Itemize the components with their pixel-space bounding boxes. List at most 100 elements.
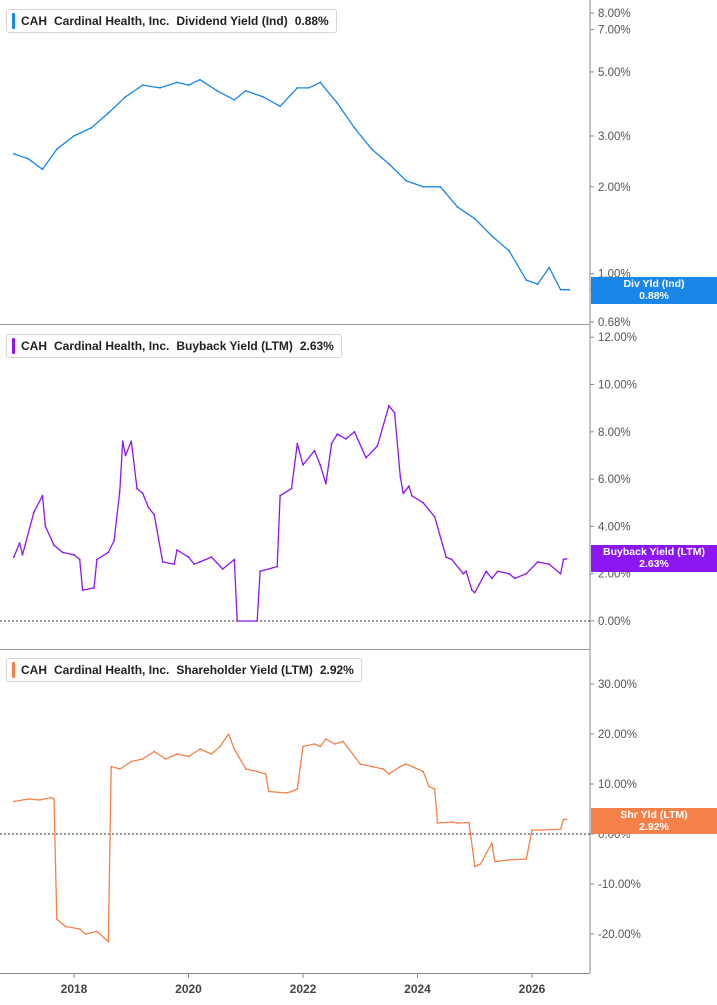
data-point: [290, 487, 293, 490]
data-point: [493, 860, 496, 863]
data-point: [325, 482, 327, 485]
data-point: [13, 153, 15, 155]
data-point: [221, 568, 224, 570]
y-tick-label: 3.00%: [598, 131, 631, 143]
tag-value: 2.63%: [639, 558, 669, 570]
data-point: [336, 102, 339, 104]
data-point: [399, 475, 402, 478]
tag-value: 0.88%: [639, 290, 669, 302]
data-point: [141, 84, 144, 86]
data-point: [531, 829, 533, 831]
tag-metric-label: Shr Yld (LTM): [620, 809, 688, 821]
data-point: [187, 556, 190, 558]
data-point: [96, 558, 98, 561]
data-point: [456, 822, 459, 824]
data-point: [227, 733, 230, 735]
data-point: [302, 745, 304, 748]
data-point: [121, 440, 124, 443]
data-point: [402, 492, 405, 495]
data-point: [176, 753, 178, 755]
data-point: [264, 773, 267, 775]
data-point: [559, 288, 562, 291]
data-point: [164, 758, 167, 760]
data-point: [173, 563, 176, 566]
data-point: [110, 765, 113, 768]
legend-shareholder-yield[interactable]: CAH Cardinal Health, Inc. Shareholder Yi…: [6, 658, 362, 682]
data-point: [64, 925, 67, 928]
legend-buyback-yield[interactable]: CAH Cardinal Health, Inc. Buyback Yield …: [6, 334, 342, 358]
data-point: [562, 818, 565, 821]
y-tick-label: 7.00%: [598, 25, 631, 37]
data-point: [376, 445, 379, 447]
data-point: [325, 738, 327, 740]
y-tick-label: 6.00%: [598, 474, 631, 486]
data-point: [462, 572, 465, 575]
tag-metric-label: Div Yld (Ind): [623, 278, 685, 290]
data-point: [491, 842, 493, 844]
series-line: [13, 405, 567, 622]
x-tick-label: 2022: [290, 982, 317, 996]
data-point: [296, 788, 299, 790]
data-point: [113, 539, 115, 542]
data-point: [473, 865, 476, 868]
data-point: [93, 587, 95, 589]
series-color-swatch: [12, 338, 15, 354]
y-tick-label: 4.00%: [598, 521, 631, 533]
data-point: [319, 81, 322, 84]
data-point: [27, 798, 30, 800]
data-point: [436, 822, 439, 824]
x-tick-label: 2020: [175, 982, 202, 996]
data-point: [405, 179, 407, 182]
current-value-tag-shareholder: Shr Yld (LTM) 2.92%: [591, 808, 717, 834]
data-point: [422, 501, 425, 504]
data-point: [342, 740, 344, 743]
series-line: [13, 79, 570, 291]
data-point: [465, 570, 468, 573]
data-point: [388, 773, 390, 775]
legend-metric: Shareholder Yield (LTM): [176, 663, 313, 677]
data-point: [365, 456, 367, 459]
data-point: [353, 430, 356, 433]
data-point: [370, 765, 373, 768]
data-point: [216, 89, 219, 92]
data-point: [450, 558, 453, 561]
data-point: [267, 790, 270, 793]
data-point: [353, 127, 356, 129]
data-point: [210, 753, 213, 755]
legend-value: 0.88%: [294, 14, 329, 28]
data-point: [81, 589, 84, 592]
y-tick-label: 5.00%: [598, 67, 631, 79]
legend-value: 2.92%: [319, 663, 354, 677]
y-tick-label: -10.00%: [598, 879, 641, 891]
data-point: [302, 464, 304, 466]
data-point: [491, 577, 493, 580]
data-point: [107, 940, 110, 943]
data-point: [130, 760, 133, 763]
data-point: [13, 556, 15, 558]
data-point: [199, 748, 201, 750]
data-point: [244, 89, 247, 92]
data-point: [559, 572, 562, 575]
data-point: [359, 763, 362, 765]
data-point: [41, 494, 44, 497]
data-point: [422, 770, 425, 773]
data-point: [53, 798, 55, 800]
data-point: [107, 112, 110, 114]
legend-dividend-yield[interactable]: CAH Cardinal Health, Inc. Dividend Yield…: [6, 9, 337, 33]
legend-value: 2.63%: [299, 339, 334, 353]
data-point: [78, 558, 81, 561]
data-point: [130, 440, 133, 443]
data-point: [473, 217, 476, 220]
data-point: [256, 620, 259, 622]
y-tick-label: 2.00%: [598, 182, 631, 194]
y-tick-label: 10.00%: [598, 779, 637, 791]
data-point: [428, 785, 430, 788]
data-point: [279, 494, 281, 497]
data-point: [18, 542, 21, 544]
data-point: [136, 487, 138, 490]
data-point: [439, 185, 442, 188]
data-point: [236, 620, 239, 622]
y-tick-label: -20.00%: [598, 929, 641, 941]
current-value-tag-dividend: Div Yld (Ind) 0.88%: [591, 277, 717, 304]
data-point: [124, 454, 127, 457]
